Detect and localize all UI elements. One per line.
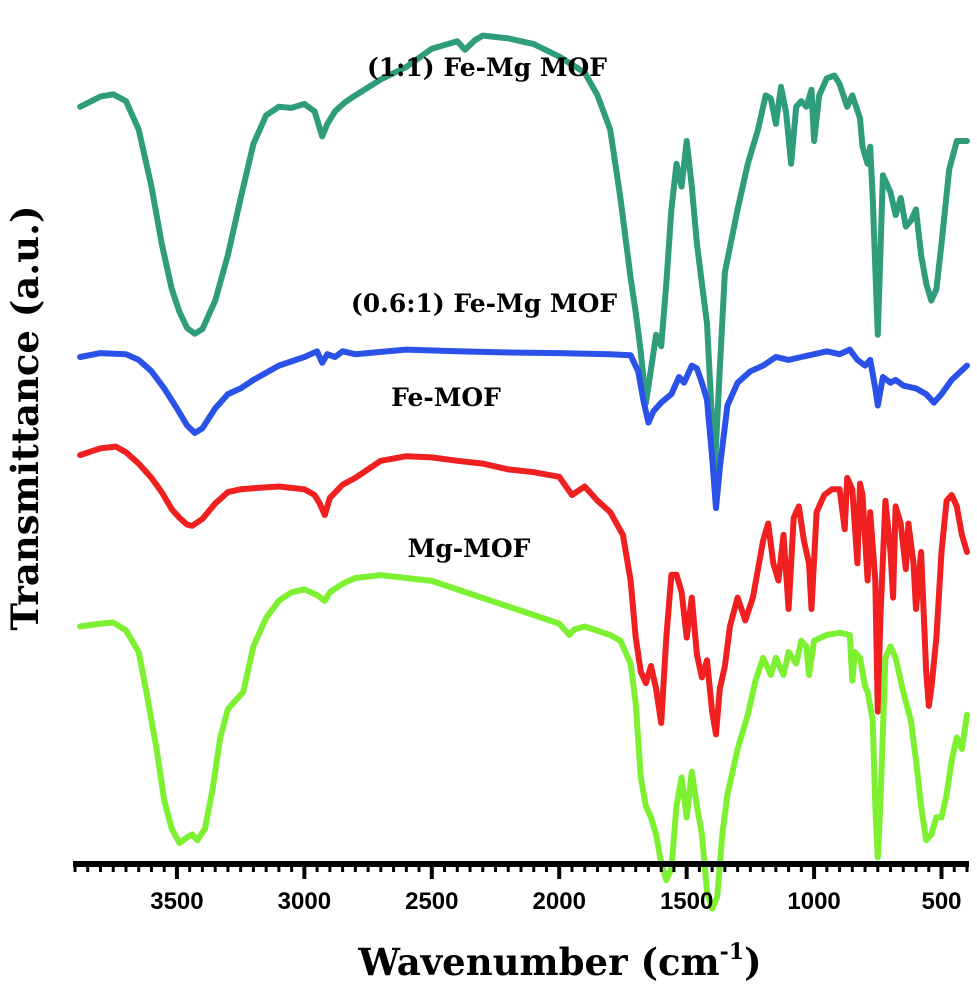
x-tick-label: 3500 bbox=[150, 888, 203, 915]
series-line-4 bbox=[77, 572, 970, 912]
x-tick-label: 1500 bbox=[660, 888, 713, 915]
series-label-2: (0.6:1) Fe-Mg MOF bbox=[351, 289, 617, 318]
series-label-4: Mg-MOF bbox=[408, 534, 531, 563]
x-tick-label: 500 bbox=[921, 888, 961, 915]
x-tick-label: 1000 bbox=[787, 888, 840, 915]
x-axis-title-main: Wavenumber (cm bbox=[357, 940, 719, 984]
x-axis-title-close: ) bbox=[744, 940, 762, 984]
x-axis-title: Wavenumber (cm-1) bbox=[357, 939, 761, 984]
series-labels: (1:1) Fe-Mg MOF (0.6:1) Fe-Mg MOF Fe-MOF Mg… bbox=[351, 53, 617, 563]
series-line-1 bbox=[77, 32, 970, 475]
series-label-1: (1:1) Fe-Mg MOF bbox=[367, 53, 607, 82]
series-label-3: Fe-MOF bbox=[391, 383, 501, 412]
x-axis-title-sup: -1 bbox=[720, 939, 744, 965]
x-axis: 3500 3000 2500 2000 1500 1000 500 bbox=[73, 861, 969, 915]
x-tick-label: 3000 bbox=[278, 888, 331, 915]
series-line-3 bbox=[77, 443, 970, 738]
x-tick-label: 2500 bbox=[405, 888, 458, 915]
plot-area bbox=[77, 32, 970, 912]
series-line-2 bbox=[77, 346, 970, 512]
x-tick-label: 2000 bbox=[533, 888, 586, 915]
y-axis-title: Transmittance (a.u.) bbox=[3, 206, 47, 631]
